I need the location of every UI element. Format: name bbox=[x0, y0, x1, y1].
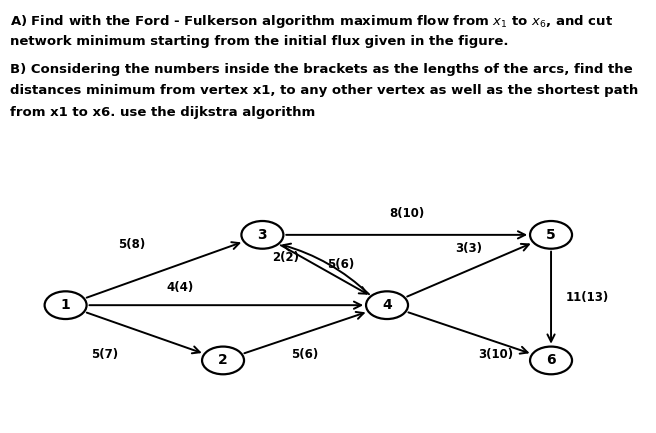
Text: 11(13): 11(13) bbox=[565, 291, 609, 304]
Text: 5(8): 5(8) bbox=[117, 238, 145, 251]
Text: network minimum starting from the initial flux given in the figure.: network minimum starting from the initia… bbox=[10, 35, 508, 48]
Circle shape bbox=[45, 291, 87, 319]
Text: B) Considering the numbers inside the brackets as the lengths of the arcs, find : B) Considering the numbers inside the br… bbox=[10, 63, 632, 76]
Text: 5(6): 5(6) bbox=[291, 348, 319, 361]
Text: 3: 3 bbox=[258, 228, 267, 242]
Circle shape bbox=[241, 221, 283, 249]
Text: 5(6): 5(6) bbox=[327, 258, 355, 271]
Circle shape bbox=[530, 346, 572, 374]
Text: 8(10): 8(10) bbox=[389, 207, 424, 220]
Text: 5: 5 bbox=[546, 228, 556, 242]
Circle shape bbox=[530, 221, 572, 249]
Text: distances minimum from vertex x1, to any other vertex as well as the shortest pa: distances minimum from vertex x1, to any… bbox=[10, 84, 638, 97]
Text: 3(3): 3(3) bbox=[455, 242, 483, 255]
Text: from x1 to x6. use the dijkstra algorithm: from x1 to x6. use the dijkstra algorith… bbox=[10, 106, 315, 119]
Circle shape bbox=[366, 291, 408, 319]
Text: 4(4): 4(4) bbox=[167, 281, 194, 294]
Text: 3(10): 3(10) bbox=[478, 348, 513, 361]
Text: 2(2): 2(2) bbox=[272, 251, 299, 264]
Text: 2: 2 bbox=[218, 353, 228, 368]
Circle shape bbox=[202, 346, 244, 374]
Text: 4: 4 bbox=[382, 298, 392, 312]
Text: 6: 6 bbox=[546, 353, 556, 368]
Text: 5(7): 5(7) bbox=[91, 348, 119, 361]
Text: A) Find with the Ford - Fulkerson algorithm maximum flow from $x_1$ to $x_6$, an: A) Find with the Ford - Fulkerson algori… bbox=[10, 13, 613, 30]
Text: 1: 1 bbox=[61, 298, 70, 312]
